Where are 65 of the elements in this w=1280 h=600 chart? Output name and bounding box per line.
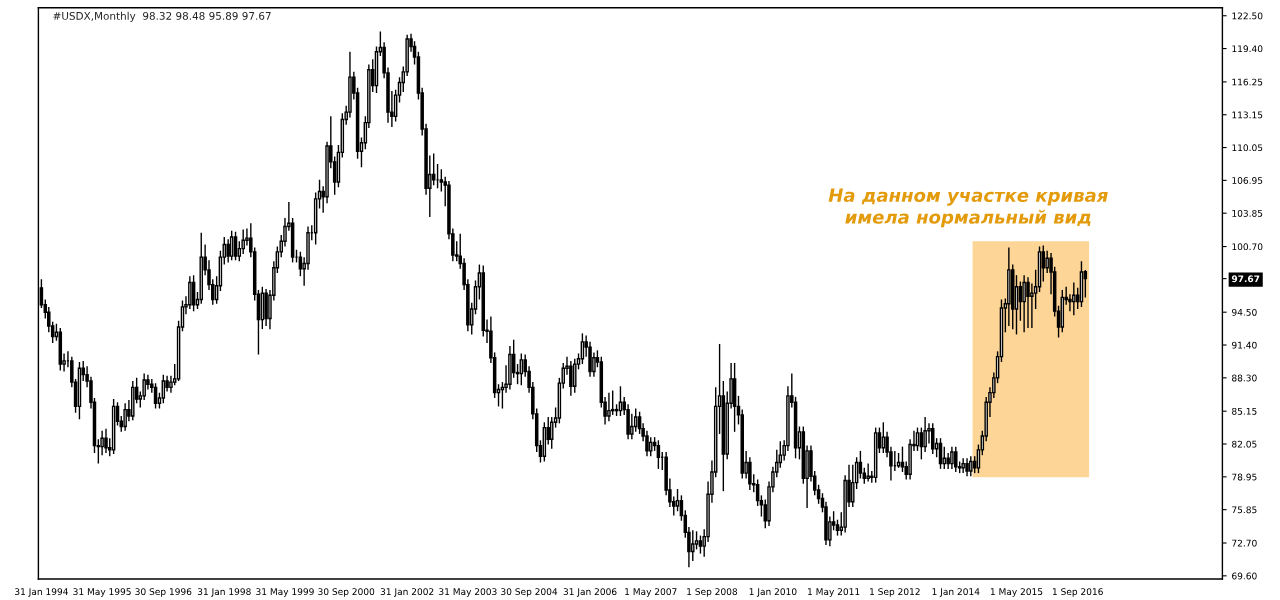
candlestick: [950, 445, 954, 470]
candlestick: [969, 455, 973, 477]
y-tick-label: 122.50: [1232, 12, 1263, 20]
x-tick-label: 1 Sep 2008: [687, 588, 738, 597]
x-tick-label: 1 Jan 2014: [932, 588, 980, 597]
x-tick-label: 1 May 2011: [808, 588, 860, 597]
candlestick: [630, 413, 634, 440]
candlestick: [648, 436, 653, 457]
candlestick: [778, 440, 783, 469]
chart-title: #USDX,Monthly 98.32 98.48 95.89 97.67: [53, 11, 271, 22]
y-tick-label: 119.40: [1232, 45, 1263, 53]
candlestick: [188, 275, 192, 310]
candlestick: [930, 422, 935, 455]
candlestick: [233, 231, 238, 262]
y-tick-label: 113.15: [1232, 111, 1263, 119]
candlestick: [1072, 281, 1076, 317]
x-tick-label: 31 Jan 2002: [380, 588, 434, 597]
y-tick-label: 91.40: [1232, 341, 1257, 349]
y-tick-label: 116.25: [1232, 78, 1263, 86]
candlestick: [607, 391, 611, 422]
y-tick-label: 78.95: [1232, 473, 1257, 481]
x-tick-label: 31 Jan 1998: [197, 588, 251, 597]
candlestick: [229, 229, 234, 262]
candlestick: [691, 529, 695, 562]
y-tick-label: 88.30: [1232, 374, 1257, 382]
candlestick: [226, 238, 230, 264]
y-tick-label: 75.85: [1232, 506, 1257, 514]
x-tick-label: 30 Sep 2004: [501, 588, 558, 597]
y-tick-label: 69.60: [1232, 572, 1257, 580]
candlestick: [431, 152, 436, 186]
candlestick: [858, 450, 863, 480]
candlestick: [866, 462, 870, 483]
candlestick: [946, 452, 950, 470]
candlestick: [1022, 274, 1026, 334]
x-tick-label: 1 May 2007: [625, 588, 677, 597]
y-tick-label: 103.85: [1232, 209, 1263, 217]
x-tick-label: 31 May 1999: [256, 588, 314, 597]
y-tick-label: 106.95: [1232, 177, 1263, 184]
x-tick-label: 30 Sep 1996: [135, 588, 192, 597]
y-tick-label: 82.05: [1232, 440, 1257, 448]
candlestick: [881, 421, 886, 454]
x-tick-label: 30 Sep 2000: [318, 588, 375, 597]
candlestick: [675, 488, 680, 512]
x-tick-label: 1 Sep 2012: [870, 588, 920, 597]
x-tick-label: 31 May 1995: [73, 588, 131, 597]
y-tick-label: 94.50: [1232, 308, 1257, 316]
x-tick-label: 31 Jan 2006: [563, 588, 617, 597]
y-tick-label: 100.70: [1232, 243, 1263, 251]
candlestick: [1045, 250, 1049, 274]
candlestick: [1026, 276, 1030, 329]
candlestick: [104, 427, 108, 454]
y-tick-label: 110.05: [1232, 144, 1263, 152]
x-tick-label: 31 May 2003: [439, 588, 497, 597]
candlestick: [123, 402, 127, 432]
x-tick-label: 1 Jan 2010: [749, 588, 797, 597]
y-tick-label: 97.67: [1231, 275, 1260, 283]
x-tick-label: 1 May 2015: [990, 588, 1043, 597]
y-tick-label: 72.70: [1232, 539, 1257, 547]
x-tick-label: 31 Jan 1994: [15, 588, 68, 597]
candlestick: [954, 445, 958, 473]
annotation: На данном участке кривая имела нормальный вид: [828, 188, 1108, 228]
candlestick: [439, 168, 444, 193]
candlestick: [569, 360, 573, 397]
y-tick-label: 85.15: [1232, 407, 1257, 415]
x-tick-label: 1 Sep 2016: [1052, 588, 1103, 597]
